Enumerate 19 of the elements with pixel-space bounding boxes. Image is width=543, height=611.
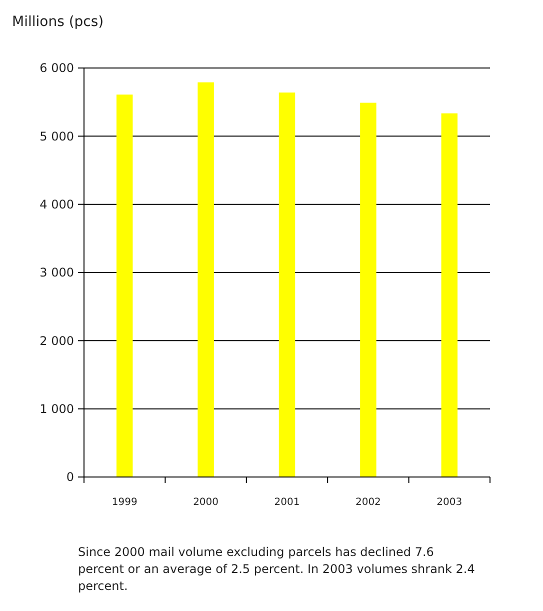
bar xyxy=(198,82,214,477)
x-tick-label: 2002 xyxy=(355,497,381,508)
y-tick-label: 3 000 xyxy=(40,266,74,280)
y-tick-label: 0 xyxy=(66,470,74,484)
bar xyxy=(116,94,133,477)
x-tick-label: 1999 xyxy=(112,497,138,508)
x-tick-label: 2001 xyxy=(274,497,300,508)
x-tick-label: 2000 xyxy=(193,497,219,508)
y-tick-label: 5 000 xyxy=(40,129,74,144)
bar xyxy=(278,92,296,477)
y-tick-label: 6 000 xyxy=(40,61,74,76)
y-tick-label: 2 000 xyxy=(40,334,74,348)
y-axis-title: Millions (pcs) xyxy=(12,14,104,30)
bar xyxy=(360,102,376,477)
text: Since 2000 mail volume excluding parcels has declined 7.6 percent or an average of 2.5 percent. In 2003 volumes shrank 2.4 percent. xyxy=(78,545,475,593)
x-tick-label: 2003 xyxy=(436,497,462,508)
y-tick-label: 1 000 xyxy=(40,402,74,416)
bar xyxy=(441,113,458,477)
y-tick-label: 4 000 xyxy=(40,198,74,212)
